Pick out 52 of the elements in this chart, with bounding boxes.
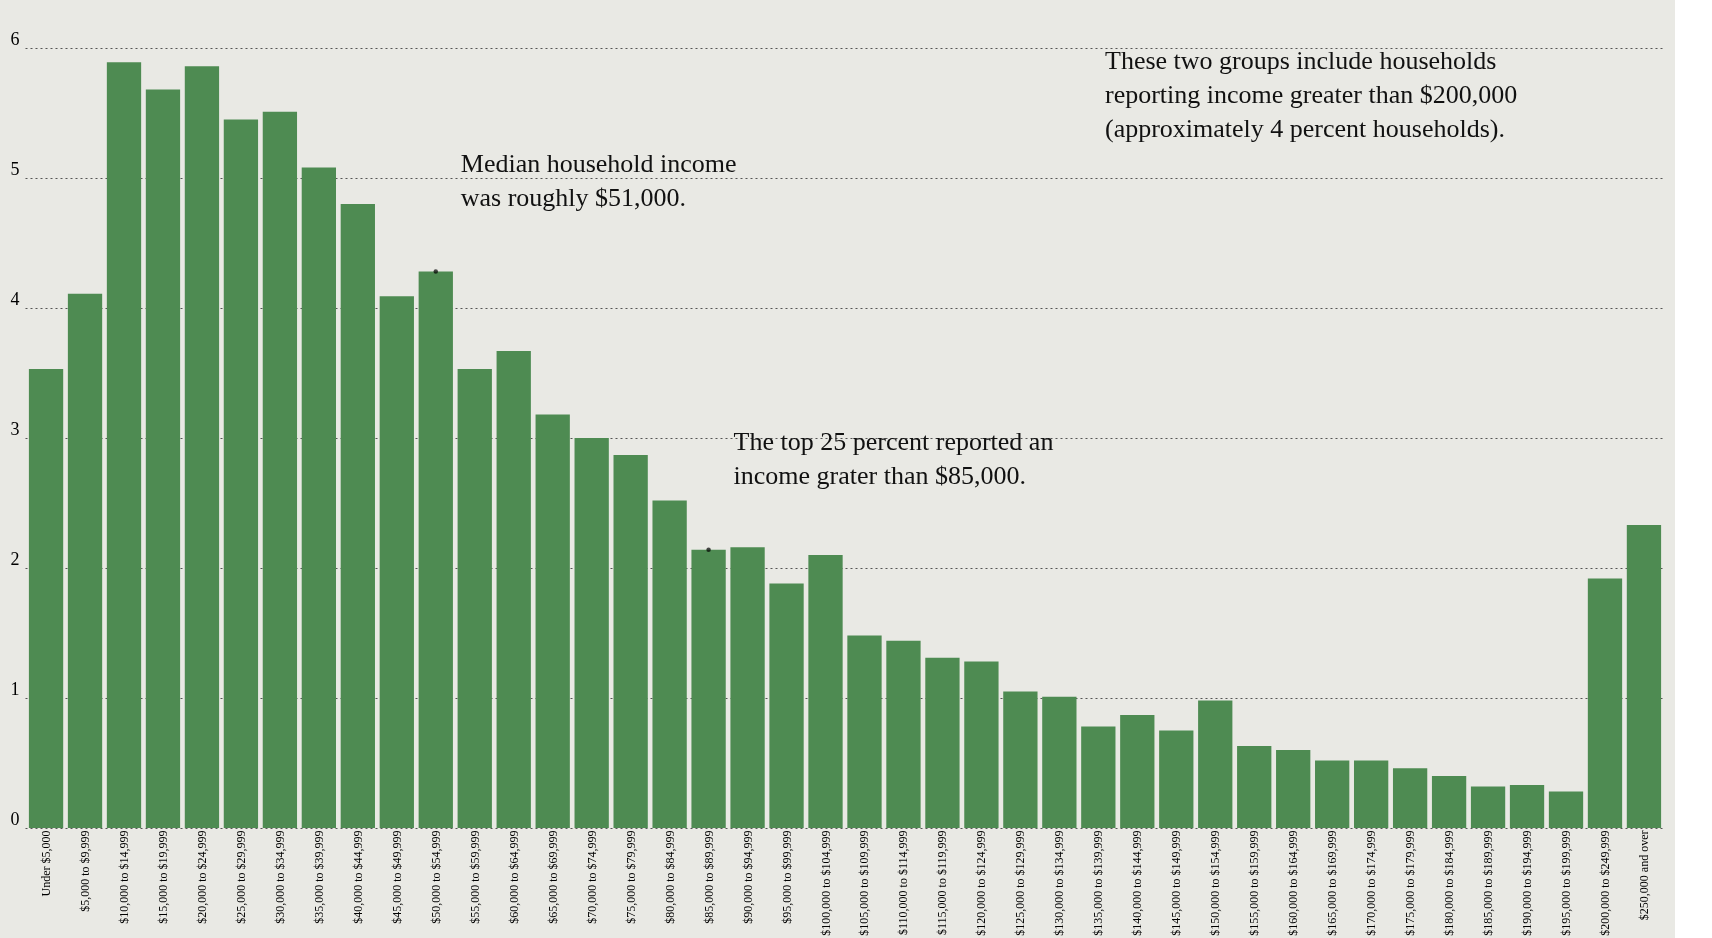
x-tick-label: $15,000 to $19,999	[155, 830, 170, 924]
x-tick-label: $195,000 to $199,999	[1559, 830, 1574, 936]
x-tick-label: $80,000 to $84,999	[662, 830, 677, 924]
x-tick-label: $165,000 to $169,999	[1325, 830, 1340, 936]
x-tick-label: $70,000 to $74,999	[584, 830, 599, 924]
x-tick-label: $65,000 to $69,999	[545, 830, 560, 924]
x-tick-label: $125,000 to $129,999	[1013, 830, 1028, 936]
x-tick-label: $20,000 to $24,999	[194, 830, 209, 924]
x-tick-label: $160,000 to $164,999	[1286, 830, 1301, 936]
x-tick-label: $95,000 to $99,999	[779, 830, 794, 924]
x-tick-label: $25,000 to $29,999	[233, 830, 248, 924]
x-tick-label: $145,000 to $149,999	[1169, 830, 1184, 936]
x-tick-label: $90,000 to $94,999	[740, 830, 755, 924]
y-tick-label: 1	[10, 678, 20, 699]
x-tick-label: $180,000 to $184,999	[1442, 830, 1457, 936]
x-tick-label: $55,000 to $59,999	[467, 830, 482, 924]
x-tick-label: $100,000 to $104,999	[818, 830, 833, 936]
x-tick-label: $75,000 to $79,999	[623, 830, 638, 924]
annotation: The top 25 percent reported an income grater than $85,000.	[733, 426, 1054, 490]
y-tick-label: 4	[10, 288, 20, 309]
x-tick-label: $120,000 to $124,999	[974, 830, 989, 936]
x-tick-label: $40,000 to $44,999	[350, 830, 365, 924]
x-tick-label: $35,000 to $39,999	[311, 830, 326, 924]
x-tick-label: $5,000 to $9,999	[78, 830, 93, 912]
x-tick-label: Under $5,000	[39, 830, 54, 897]
y-tick-label: 6	[10, 28, 20, 49]
annotation: Median household income was roughly $51,000.	[460, 148, 737, 212]
annotation: These two groups include households reporting income greater than $200,000 (approximately 4 percent households).	[1105, 46, 1518, 143]
x-tick-label: $200,000 to $249,999	[1597, 830, 1612, 936]
x-tick-label: $155,000 to $159,999	[1247, 830, 1262, 936]
y-tick-label: 5	[10, 158, 20, 179]
x-tick-label: $60,000 to $64,999	[506, 830, 521, 924]
x-tick-label: $105,000 to $109,999	[857, 830, 872, 936]
x-tick-label: $190,000 to $194,999	[1520, 830, 1535, 936]
x-tick-label: $115,000 to $119,999	[935, 830, 950, 935]
x-tick-label: $175,000 to $179,999	[1403, 830, 1418, 936]
x-tick-label: $170,000 to $174,999	[1364, 830, 1379, 936]
x-tick-label: $30,000 to $34,999	[272, 830, 287, 924]
x-tick-label: $10,000 to $14,999	[116, 830, 131, 924]
x-tick-label: $130,000 to $134,999	[1052, 830, 1067, 936]
x-tick-label: $250,000 and over	[1636, 830, 1651, 921]
x-tick-label: $85,000 to $89,999	[701, 830, 716, 924]
y-tick-label: 3	[10, 418, 20, 439]
x-tick-label: $110,000 to $114,999	[896, 830, 911, 935]
x-tick-label: $140,000 to $144,999	[1130, 830, 1145, 936]
x-tick-label: $185,000 to $189,999	[1481, 830, 1496, 936]
y-tick-label: 2	[10, 548, 20, 569]
x-tick-label: $45,000 to $49,999	[389, 830, 404, 924]
x-tick-label: $50,000 to $54,999	[428, 830, 443, 924]
x-tick-label: $135,000 to $139,999	[1091, 830, 1106, 936]
y-tick-label: 0	[10, 808, 20, 829]
x-tick-label: $150,000 to $154,999	[1208, 830, 1223, 936]
